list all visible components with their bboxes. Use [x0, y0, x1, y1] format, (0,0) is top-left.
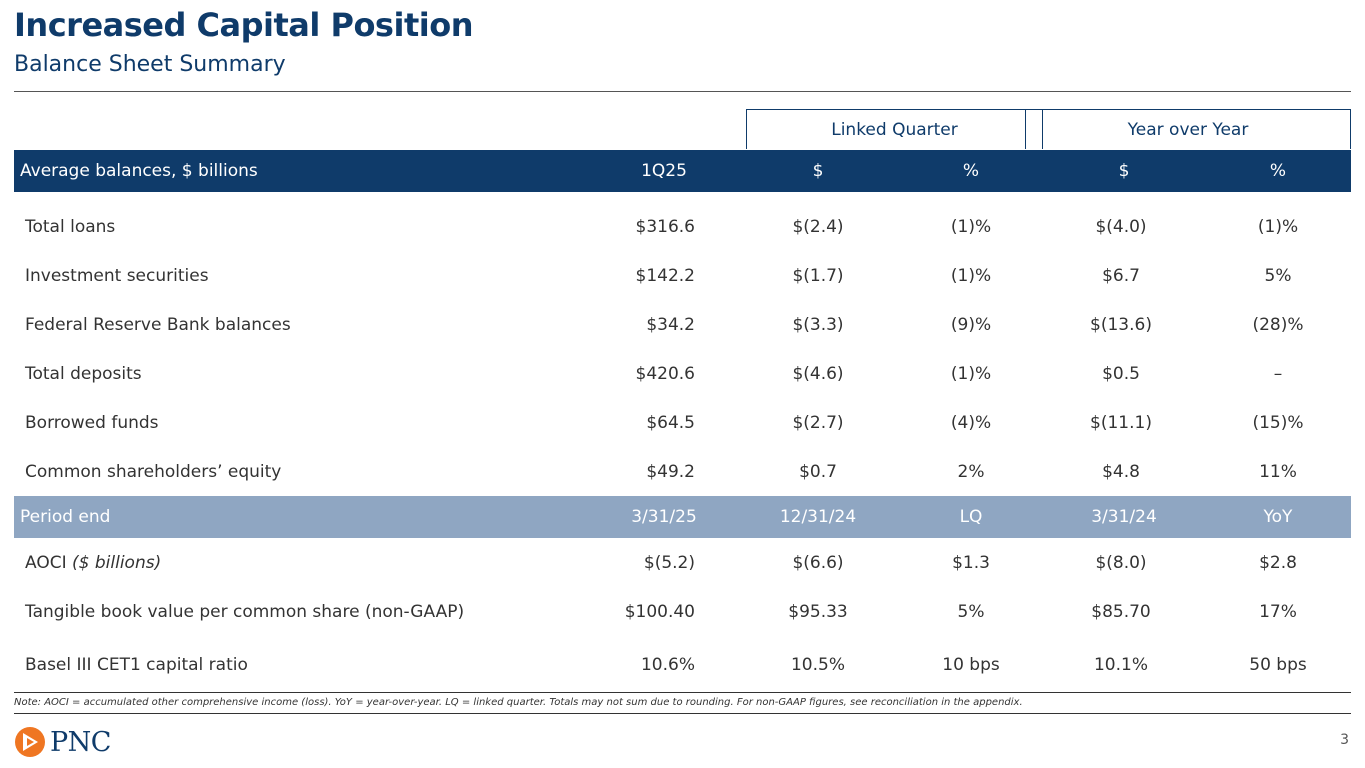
row-label: Total loans	[25, 217, 116, 237]
table-cell: $85.70	[1091, 602, 1151, 622]
table-cell: $(13.6)	[1090, 315, 1152, 335]
table-cell: (9)%	[950, 315, 992, 335]
table-cell: 5%	[1264, 266, 1292, 286]
period-end-header-col-2: 12/31/24	[779, 507, 857, 527]
table-cell: $100.40	[624, 602, 695, 622]
table-cell: (4)%	[950, 413, 992, 433]
table-cell: $1.3	[952, 553, 990, 573]
pnc-logo-icon	[15, 727, 45, 757]
table-cell: $(3.3)	[792, 315, 844, 335]
table-cell: (1)%	[950, 217, 992, 237]
table-cell: $0.5	[1102, 364, 1140, 384]
table-cell: (1)%	[950, 266, 992, 286]
table-cell: (28)%	[1252, 315, 1304, 335]
page-subtitle: Balance Sheet Summary	[14, 52, 286, 77]
table-cell: $(8.0)	[1095, 553, 1147, 573]
table-cell: $49.2	[646, 462, 695, 482]
logo-wordmark: PNC	[50, 726, 111, 758]
row-label: Federal Reserve Bank balances	[25, 315, 291, 335]
table-cell: $95.33	[788, 602, 848, 622]
row-label-unit: ($ billions)	[72, 553, 162, 573]
average-balances-header-col-1: 1Q25	[641, 161, 687, 181]
table-row: Total loans $316.6 $(2.4) (1)% $(4.0) (1)%	[14, 203, 1351, 251]
row-label: Total deposits	[25, 364, 142, 384]
period-end-header-col-4: 3/31/24	[1091, 507, 1157, 527]
period-end-header-col-1: 3/31/25	[631, 507, 697, 527]
table-cell: $142.2	[635, 266, 695, 286]
table-cell: $34.2	[646, 315, 695, 335]
row-label-text: Basel III CET1 capital ratio	[25, 655, 248, 675]
table-cell: $(4.0)	[1095, 217, 1147, 237]
table-cell: $4.8	[1102, 462, 1140, 482]
table-row: Investment securities $142.2 $(1.7) (1)% $6.…	[14, 252, 1351, 300]
table-cell: $(4.6)	[792, 364, 844, 384]
table-row: Basel III CET1 capital ratio 10.6% 10.5% 10…	[14, 641, 1351, 689]
table-cell: 10.5%	[790, 655, 845, 675]
average-balances-header: Average balances, $ billions 1Q25 $% $%	[14, 150, 1351, 192]
period-end-header-label: Period end	[20, 507, 111, 527]
table-cell: $(5.2)	[643, 553, 695, 573]
table-bottom-rule	[14, 692, 1351, 693]
table-cell: $2.8	[1259, 553, 1297, 573]
average-balances-header-col-4: $	[1118, 161, 1130, 181]
table-cell: $420.6	[635, 364, 695, 384]
table-cell: 10 bps	[942, 655, 1000, 675]
table-cell: $64.5	[646, 413, 695, 433]
header-divider	[14, 91, 1351, 92]
footer-divider	[14, 713, 1351, 714]
row-label: AOCI ($ billions)	[25, 539, 161, 587]
table-cell: $(2.7)	[792, 413, 844, 433]
table-cell: 2%	[957, 462, 985, 482]
average-balances-header-col-3: %	[962, 161, 980, 181]
table-row: Common shareholders’ equity $49.2 $0.7 2% $4…	[14, 448, 1351, 496]
table-cell: (15)%	[1252, 413, 1304, 433]
table-row: AOCI ($ billions) $(5.2) $(6.6) $1.3 $(8.0) $…	[14, 539, 1351, 587]
row-label-text: Tangible book value per common share (no…	[25, 602, 465, 622]
table-row: Borrowed funds $64.5 $(2.7) (4)% $(11.1) (15)…	[14, 399, 1351, 447]
page-number: 3	[1340, 732, 1349, 748]
table-cell: 5%	[957, 602, 985, 622]
table-row: Total deposits $420.6 $(4.6) (1)% $0.5 –	[14, 350, 1351, 398]
pnc-logo: PNC	[14, 725, 111, 759]
table-cell: (1)%	[950, 364, 992, 384]
year-over-year-group-header: Year over Year	[1025, 109, 1351, 149]
page-title: Increased Capital Position	[14, 6, 473, 44]
average-balances-header-label: Average balances, $ billions	[20, 161, 258, 181]
row-label: Common shareholders’ equity	[25, 462, 282, 482]
average-balances-header-col-5: %	[1269, 161, 1287, 181]
table-cell: $(11.1)	[1090, 413, 1152, 433]
table-cell: $0.7	[799, 462, 837, 482]
table-cell: 17%	[1259, 602, 1297, 622]
table-cell: –	[1273, 364, 1283, 384]
table-cell: 10.1%	[1093, 655, 1148, 675]
table-cell: 11%	[1259, 462, 1297, 482]
row-label: Borrowed funds	[25, 413, 159, 433]
row-label: Investment securities	[25, 266, 209, 286]
row-label: Tangible book value per common share (no…	[25, 588, 464, 636]
table-cell: 50 bps	[1249, 655, 1307, 675]
linked-quarter-group-header: Linked Quarter	[746, 109, 1043, 149]
table-cell: $6.7	[1102, 266, 1140, 286]
row-label: Basel III CET1 capital ratio	[25, 641, 248, 689]
period-end-header: Period end 3/31/25 12/31/24 LQ 3/31/24 YoY	[14, 496, 1351, 538]
table-row: Tangible book value per common share (no…	[14, 588, 1351, 636]
table-cell: $(6.6)	[792, 553, 844, 573]
table-cell: $316.6	[635, 217, 695, 237]
table-cell: 10.6%	[640, 655, 695, 675]
average-balances-header-col-2: $	[812, 161, 824, 181]
table-cell: $(2.4)	[792, 217, 844, 237]
table-cell: $(1.7)	[792, 266, 844, 286]
table-cell: (1)%	[1257, 217, 1299, 237]
period-end-header-col-5: YoY	[1263, 507, 1293, 527]
footnote: Note: AOCI = accumulated other comprehen…	[14, 697, 1023, 708]
table-row: Federal Reserve Bank balances $34.2 $(3.3)…	[14, 301, 1351, 349]
row-label-text: AOCI	[25, 553, 67, 573]
period-end-header-col-3: LQ	[959, 507, 983, 527]
